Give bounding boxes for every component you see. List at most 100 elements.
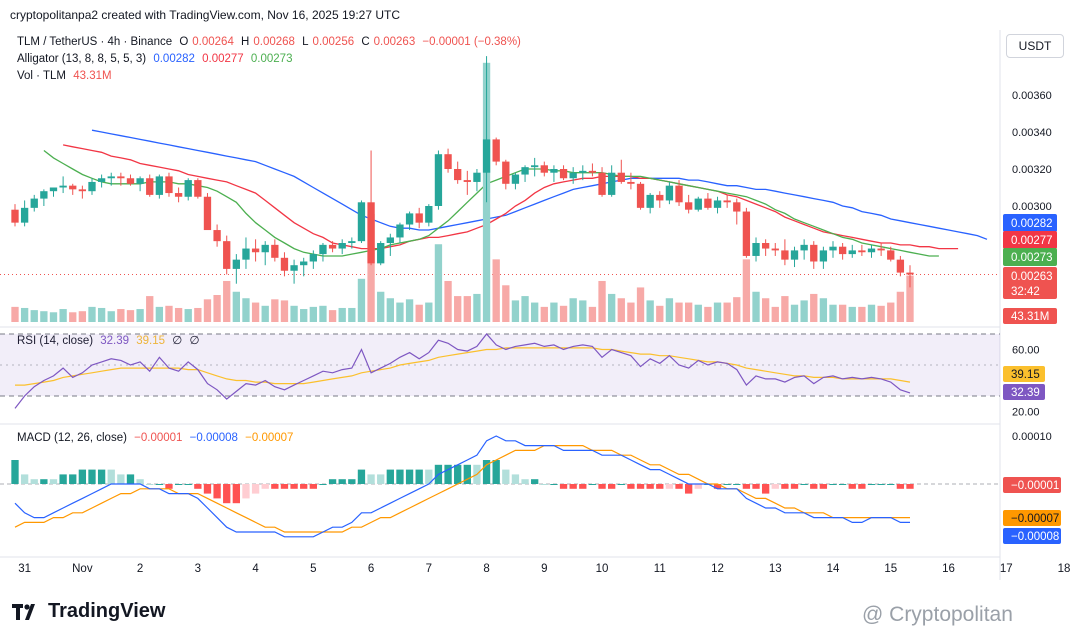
x-axis-label: 18 <box>1058 563 1071 575</box>
volume-bar <box>579 300 587 322</box>
candle-body <box>848 250 856 255</box>
volume-bar <box>319 305 327 322</box>
candle-body <box>30 198 38 208</box>
candle-body <box>20 207 29 223</box>
candle-body <box>338 243 346 249</box>
macd-histogram-bar <box>386 469 394 484</box>
teeth-price-badge: 0.00277 <box>1011 235 1053 247</box>
volume-bar <box>20 307 29 322</box>
candle-body <box>733 202 741 212</box>
macd-histogram-bar <box>723 484 731 485</box>
volume-bar <box>444 280 452 322</box>
x-axis-label: 11 <box>654 563 666 575</box>
macd-histogram-bar <box>88 469 96 484</box>
candle-body <box>819 250 828 262</box>
header-attribution: cryptopolitanpa2 created with TradingVie… <box>10 8 400 22</box>
candle-body <box>771 248 779 251</box>
rsi-empty-2: ∅ <box>189 335 200 347</box>
macd-histogram-bar <box>40 479 48 484</box>
candle-body <box>78 189 87 192</box>
volume-bar <box>867 304 876 322</box>
rsi-empty-1: ∅ <box>172 335 183 347</box>
candle-body <box>665 185 674 201</box>
macd-histogram-bar <box>684 484 693 494</box>
high-value: 0.00268 <box>253 36 295 48</box>
rsi-tick-label: 20.00 <box>1012 407 1040 419</box>
rsi-value: 32.39 <box>100 335 130 347</box>
macd-line-badge: −0.00008 <box>1011 531 1059 543</box>
volume-bar <box>184 309 192 322</box>
volume-legend: Vol · TLM 43.31M <box>17 70 116 82</box>
macd-histogram-bar <box>521 479 529 484</box>
jaw-price-badge: 0.00282 <box>1011 218 1053 230</box>
volume-bar <box>117 309 125 322</box>
macd-signal-badge: −0.00007 <box>1011 513 1059 525</box>
volume-bar <box>261 305 269 322</box>
macd-histogram-bar <box>405 469 414 484</box>
macd-label[interactable]: MACD (12, 26, close) <box>17 432 127 444</box>
volume-bar <box>511 300 520 322</box>
rsi-label[interactable]: RSI (14, close) <box>17 335 94 347</box>
candle-body <box>146 178 154 195</box>
candle-body <box>107 176 115 179</box>
volume-bar <box>88 306 96 322</box>
macd-histogram-bar <box>444 464 452 484</box>
alligator-label[interactable]: Alligator (13, 8, 8, 5, 5, 3) <box>17 53 147 65</box>
volume-bar <box>684 302 693 322</box>
candle-body <box>684 202 693 210</box>
macd-histogram-bar <box>165 484 173 489</box>
macd-histogram-bar <box>511 474 520 484</box>
open-value: 0.00264 <box>192 36 234 48</box>
price-chart[interactable]: 0.00360 0.00340 0.00320 0.00300 0.00282 0.002… <box>0 0 1080 600</box>
macd-histogram-bar <box>906 484 914 489</box>
macd-histogram-bar <box>194 484 202 489</box>
macd-line-value: −0.00008 <box>189 432 238 444</box>
candle-body <box>810 244 818 262</box>
candle-body <box>454 169 462 181</box>
candle-body <box>271 244 279 258</box>
macd-histogram-bar <box>646 484 654 489</box>
macd-hist-badge-bg <box>1003 477 1061 493</box>
candle-body <box>367 202 375 264</box>
symbol-name[interactable]: TLM / TetherUS · 4h · Binance <box>17 36 173 48</box>
macd-histogram-bar <box>761 484 770 494</box>
currency-button[interactable]: USDT <box>1006 34 1064 58</box>
macd-histogram-bar <box>867 484 876 485</box>
macd-histogram-bar <box>800 484 808 485</box>
candle-body <box>251 248 260 253</box>
volume-value: 43.31M <box>73 70 112 82</box>
volume-bar <box>213 295 221 322</box>
x-axis-label: 9 <box>541 563 547 575</box>
macd-histogram-bar <box>463 464 471 484</box>
volume-bar <box>752 291 760 322</box>
volume-bar <box>155 306 164 322</box>
volume-bar <box>251 302 260 322</box>
last-price-badge: 0.00263 <box>1011 271 1053 283</box>
macd-histogram-bar <box>617 484 625 485</box>
candle-body <box>261 244 269 253</box>
macd-histogram-bar <box>377 474 385 484</box>
macd-histogram-bar <box>107 469 115 484</box>
macd-histogram-bar <box>203 484 212 494</box>
volume-bar <box>300 309 308 322</box>
rsi-ma-line <box>15 347 911 386</box>
macd-tick-label: 0.00010 <box>1012 431 1052 443</box>
alligator-teeth-line <box>62 144 959 250</box>
volume-bar <box>271 299 279 322</box>
tradingview-logo: TradingView <box>12 600 165 623</box>
volume-label[interactable]: Vol · TLM <box>17 70 66 82</box>
cryptopolitan-watermark: @ Cryptopolitan <box>862 603 1013 626</box>
volume-bar <box>69 312 77 322</box>
macd-histogram-bar <box>348 479 356 484</box>
macd-histogram-bar <box>781 484 789 489</box>
macd-histogram-bar <box>569 484 577 489</box>
macd-histogram-bar <box>280 484 289 489</box>
macd-histogram-bar <box>223 484 231 504</box>
candle-body <box>579 170 587 173</box>
macd-histogram-bar <box>608 484 616 489</box>
candle-body <box>59 185 67 188</box>
price-tick-label: 0.00340 <box>1012 127 1052 139</box>
candle-body <box>742 211 751 256</box>
volume-badge-bg <box>1003 308 1057 324</box>
volume-bar <box>242 298 250 322</box>
